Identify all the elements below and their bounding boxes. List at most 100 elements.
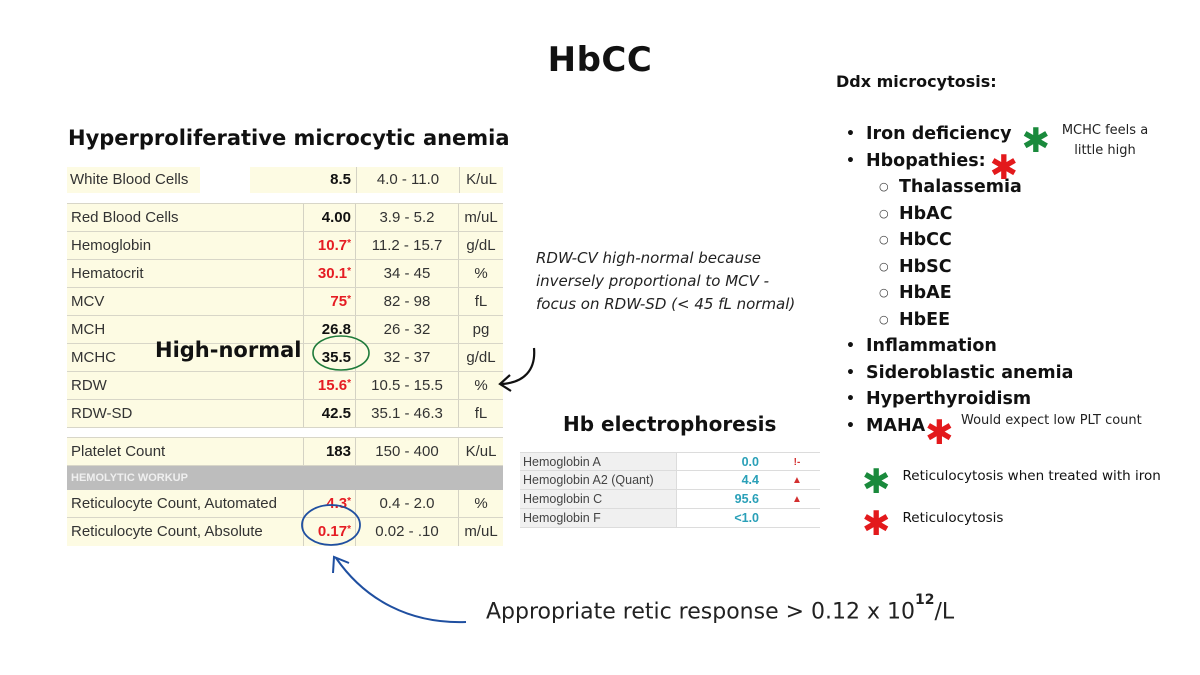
electro-name: Hemoglobin A <box>520 453 677 470</box>
retic-arrow-icon <box>335 557 467 624</box>
ddx-item-iron-deficiency: • Iron deficiency ✱ <box>846 121 1051 162</box>
circle-bullet-icon: ○ <box>879 233 889 246</box>
section-header-hemolytic: HEMOLYTIC WORKUP <box>67 466 503 490</box>
maha-note: Would expect low PLT count <box>961 413 1142 428</box>
electro-value: 4.4 <box>741 473 759 487</box>
ddx-item-maha: • MAHA ✱ <box>846 412 954 453</box>
circle-bullet-icon: ○ <box>879 180 889 193</box>
lab-unit: K/uL <box>465 443 497 460</box>
ddx-item-inflammation: • Inflammation <box>846 333 1073 360</box>
ddx-subitem: ○ HbAC <box>846 201 1073 228</box>
legend-item-red: ✱ Reticulocytosis <box>862 507 1004 541</box>
lab-row-retic-absolute: Reticulocyte Count, Absolute 0.17* 0.02 … <box>67 518 503 546</box>
electro-value: 0.0 <box>741 455 759 469</box>
lab-unit: % <box>474 377 488 394</box>
lab-ref: 82 - 98 <box>356 288 459 315</box>
lab-unit: m/uL <box>464 209 498 226</box>
lab-unit: g/dL <box>466 237 496 254</box>
lab-name: Reticulocyte Count, Absolute <box>67 518 304 546</box>
lab-ref: 3.9 - 5.2 <box>356 204 459 231</box>
table-spacer <box>67 428 503 438</box>
lab-unit: K/uL <box>460 167 503 193</box>
bullet-icon: • <box>846 152 855 169</box>
lab-rows: Red Blood Cells 4.00 3.9 - 5.2 m/uL Hemo… <box>67 203 503 546</box>
circle-bullet-icon: ○ <box>879 259 889 273</box>
lab-value: 8.5 <box>250 167 357 193</box>
lab-value: 183 <box>304 438 356 465</box>
lab-row-rdw: RDW 15.6* 10.5 - 15.5 % <box>67 372 503 400</box>
circle-bullet-icon: ○ <box>879 286 889 299</box>
ddx-item-hyperthyroidism: • Hyperthyroidism <box>846 386 1073 413</box>
ddx-heading: Ddx microcytosis: <box>836 72 997 91</box>
lab-row-rdw-sd: RDW-SD 42.5 35.1 - 46.3 fL <box>67 400 503 428</box>
ddx-item-sideroblastic: • Sideroblastic anemia <box>846 360 1073 387</box>
lab-name: MCHC <box>67 344 304 371</box>
lab-unit: pg <box>472 321 490 338</box>
page-title: HbCC <box>547 40 653 80</box>
lab-value-abnormal: 10.7* <box>304 232 356 259</box>
rdw-arrow-icon <box>500 347 536 386</box>
retic-response-note: Appropriate retic response > 0.12 x 1012… <box>486 592 955 625</box>
legend-label: Reticulocytosis <box>902 510 1004 526</box>
lab-name: Reticulocyte Count, Automated <box>67 490 304 517</box>
lab-value-abnormal: 0.17* <box>304 518 356 546</box>
lab-name: MCV <box>67 288 304 315</box>
lab-name: White Blood Cells <box>67 167 200 193</box>
lab-ref: 11.2 - 15.7 <box>356 232 459 259</box>
legend-label: Reticulocytosis when treated with iron <box>902 468 1161 484</box>
electrophoresis-table: Hemoglobin A 0.0 !- Hemoglobin A2 (Quant… <box>520 452 820 528</box>
bullet-icon: • <box>846 126 855 142</box>
lab-ref: 35.1 - 46.3 <box>356 400 459 427</box>
lab-row-rbc: Red Blood Cells 4.00 3.9 - 5.2 m/uL <box>67 204 503 232</box>
lab-name: Hematocrit <box>67 260 304 287</box>
ddx-subitem: ○ HbCC <box>846 227 1073 254</box>
electro-name: Hemoglobin F <box>520 509 677 527</box>
lab-name: Platelet Count <box>67 438 304 465</box>
electro-value: 95.6 <box>734 492 759 506</box>
electro-row: Hemoglobin A 0.0 !- <box>520 452 820 471</box>
lab-row-hematocrit: Hematocrit 30.1* 34 - 45 % <box>67 260 503 288</box>
lab-value: 35.5 <box>304 344 356 371</box>
green-asterisk-icon: ✱ <box>1021 121 1051 162</box>
lab-name: RDW-SD <box>67 400 304 427</box>
electro-value: <1.0 <box>734 511 759 525</box>
lab-value: 26.8 <box>304 316 356 343</box>
lab-ref: 32 - 37 <box>356 344 459 371</box>
lab-value-abnormal: 30.1* <box>304 260 356 287</box>
circle-bullet-icon: ○ <box>879 206 889 220</box>
lab-value: 4.00 <box>304 204 356 231</box>
high-normal-annotation: High-normal <box>155 338 302 362</box>
ddx-subitem: ○ Thalassemia <box>846 174 1073 201</box>
lab-ref: 0.4 - 2.0 <box>356 490 459 517</box>
lab-row-mchc: MCHC 35.5 32 - 37 g/dL <box>67 344 503 372</box>
lab-unit: % <box>474 265 488 282</box>
lab-row-mcv: MCV 75* 82 - 98 fL <box>67 288 503 316</box>
lab-row-retic-automated: Reticulocyte Count, Automated 4.3* 0.4 -… <box>67 490 503 518</box>
bullet-icon: • <box>846 417 855 434</box>
flag-empty <box>777 509 817 527</box>
bullet-icon: • <box>846 391 855 407</box>
bullet-icon: • <box>846 338 855 354</box>
lab-name: MCH <box>67 316 304 343</box>
lab-unit: m/uL <box>464 523 498 540</box>
high-flag-icon: ▲ <box>792 494 802 505</box>
lab-value-abnormal: 75* <box>304 288 356 315</box>
lab-unit: fL <box>474 293 488 310</box>
ddx-subitem: ○ HbAE <box>846 280 1073 307</box>
red-asterisk-icon: ✱ <box>925 412 954 453</box>
critical-low-flag-icon: !- <box>793 457 801 468</box>
rdw-note: RDW-CV high-normal because inversely pro… <box>536 249 796 313</box>
ddx-subitem: ○ HbSC <box>846 254 1073 281</box>
lab-ref: 34 - 45 <box>356 260 459 287</box>
red-asterisk-icon: ✱ <box>862 504 891 544</box>
electro-name: Hemoglobin C <box>520 490 677 508</box>
lab-ref: 0.02 - .10 <box>356 518 459 546</box>
ddx-list: • Iron deficiency ✱ • Hbopathies: ✱ ○ Thalass… <box>846 121 1073 453</box>
mchc-note: MCHC feels a little high <box>1061 123 1149 158</box>
lab-row-mch: MCH 26.8 26 - 32 pg <box>67 316 503 344</box>
lab-row-hemoglobin: Hemoglobin 10.7* 11.2 - 15.7 g/dL <box>67 232 503 260</box>
lab-unit: fL <box>474 405 488 422</box>
lab-unit: % <box>474 495 488 512</box>
circle-bullet-icon: ○ <box>879 312 889 326</box>
high-flag-icon: ▲ <box>792 475 802 486</box>
